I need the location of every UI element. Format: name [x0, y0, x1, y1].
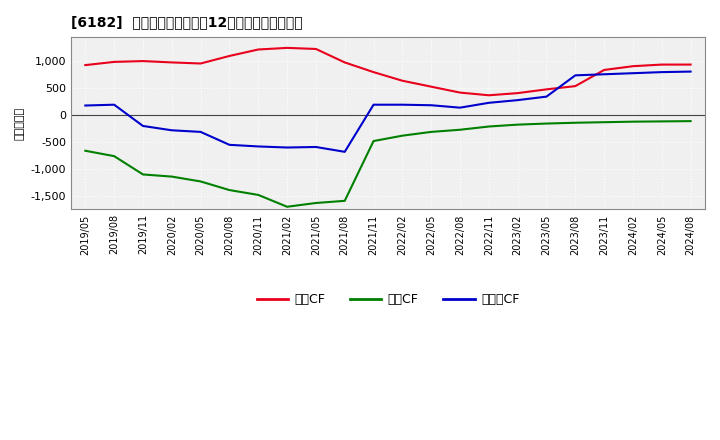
Legend: 営業CF, 投資CF, フリーCF: 営業CF, 投資CF, フリーCF [252, 288, 524, 311]
Y-axis label: （百万円）: （百万円） [15, 107, 25, 140]
Text: [6182]  キャッシュフローの12か月移動合計の推移: [6182] キャッシュフローの12か月移動合計の推移 [71, 15, 302, 29]
